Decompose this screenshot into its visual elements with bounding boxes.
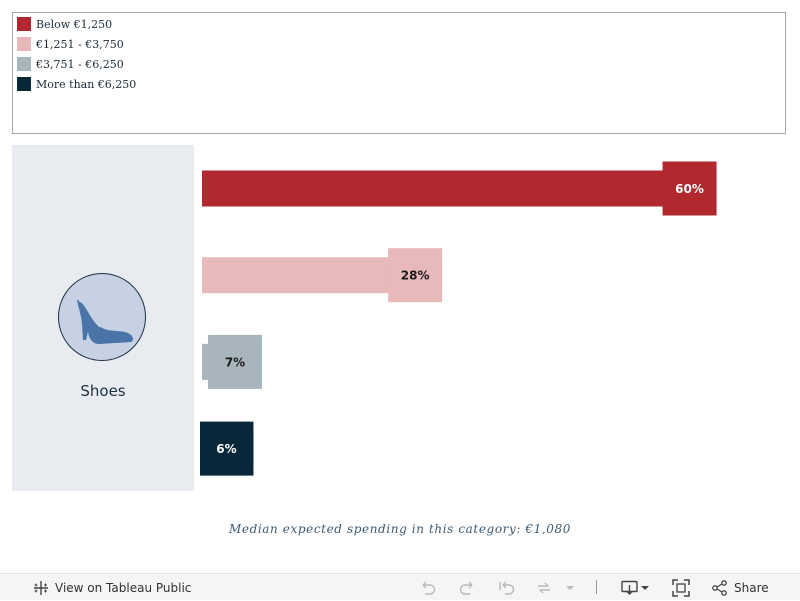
view-on-tableau-public-link[interactable]: View on Tableau Public xyxy=(33,574,191,601)
bar-value-label: 60% xyxy=(675,182,704,196)
legend-swatch xyxy=(17,37,31,51)
category-label: Shoes xyxy=(80,382,126,400)
share-button[interactable]: Share xyxy=(711,574,769,601)
share-label: Share xyxy=(734,580,769,595)
share-icon xyxy=(712,579,727,596)
legend-label: More than €6,250 xyxy=(36,77,137,91)
refresh-dropdown[interactable] xyxy=(565,574,575,601)
category-badge xyxy=(58,273,146,361)
download-icon xyxy=(621,580,649,595)
bar-label-tab xyxy=(662,161,717,216)
fullscreen-icon xyxy=(672,578,690,597)
legend-label: Below €1,250 xyxy=(36,17,113,31)
redo-icon xyxy=(459,581,473,595)
undo-button[interactable] xyxy=(419,574,437,601)
high-heel-shoe-icon xyxy=(77,300,133,344)
legend-item-below-1250[interactable]: Below €1,250 xyxy=(17,16,112,32)
fullscreen-button[interactable] xyxy=(672,574,690,601)
legend-label: €1,251 - €3,750 xyxy=(36,37,124,51)
legend-swatch xyxy=(17,57,31,71)
bar-group[interactable]: 7% xyxy=(202,334,263,389)
refresh-button[interactable] xyxy=(535,574,553,601)
refresh-icon xyxy=(538,582,550,593)
legend: Below €1,250 €1,251 - €3,750 €3,751 - €6… xyxy=(12,12,786,134)
undo-icon xyxy=(422,581,436,595)
tableau-logo-icon xyxy=(34,580,48,595)
bar-label-tab xyxy=(388,248,443,303)
redo-button[interactable] xyxy=(458,574,476,601)
bar-group[interactable]: 6% xyxy=(200,421,254,476)
bar-label-tab xyxy=(208,334,263,389)
legend-item-3751-6250[interactable]: €3,751 - €6,250 xyxy=(17,56,124,72)
bar-value-label: 28% xyxy=(401,269,430,283)
legend-swatch xyxy=(17,77,31,91)
view-on-tableau-public-label: View on Tableau Public xyxy=(55,580,192,595)
revert-icon xyxy=(499,581,515,595)
tableau-toolbar: View on Tableau Public xyxy=(0,573,800,600)
bar-label-tab xyxy=(200,421,254,476)
bar[interactable] xyxy=(202,170,717,207)
legend-swatch xyxy=(17,17,31,31)
legend-item-1251-3750[interactable]: €1,251 - €3,750 xyxy=(17,36,124,52)
legend-item-above-6250[interactable]: More than €6,250 xyxy=(17,76,136,92)
download-button[interactable] xyxy=(621,574,651,601)
bar-value-label: 6% xyxy=(216,442,236,456)
bar-chart: 60% 28% 7% 6% xyxy=(200,161,717,476)
category-panel: Shoes xyxy=(12,145,194,491)
revert-button[interactable] xyxy=(498,574,516,601)
bar-group[interactable]: 60% xyxy=(202,161,717,216)
legend-label: €3,751 - €6,250 xyxy=(36,57,124,71)
toolbar-divider xyxy=(596,580,597,594)
bar-group[interactable]: 28% xyxy=(202,248,443,303)
bar-value-label: 7% xyxy=(225,355,245,369)
dropdown-icon xyxy=(566,585,574,590)
footnote: Median expected spending in this categor… xyxy=(228,522,572,536)
